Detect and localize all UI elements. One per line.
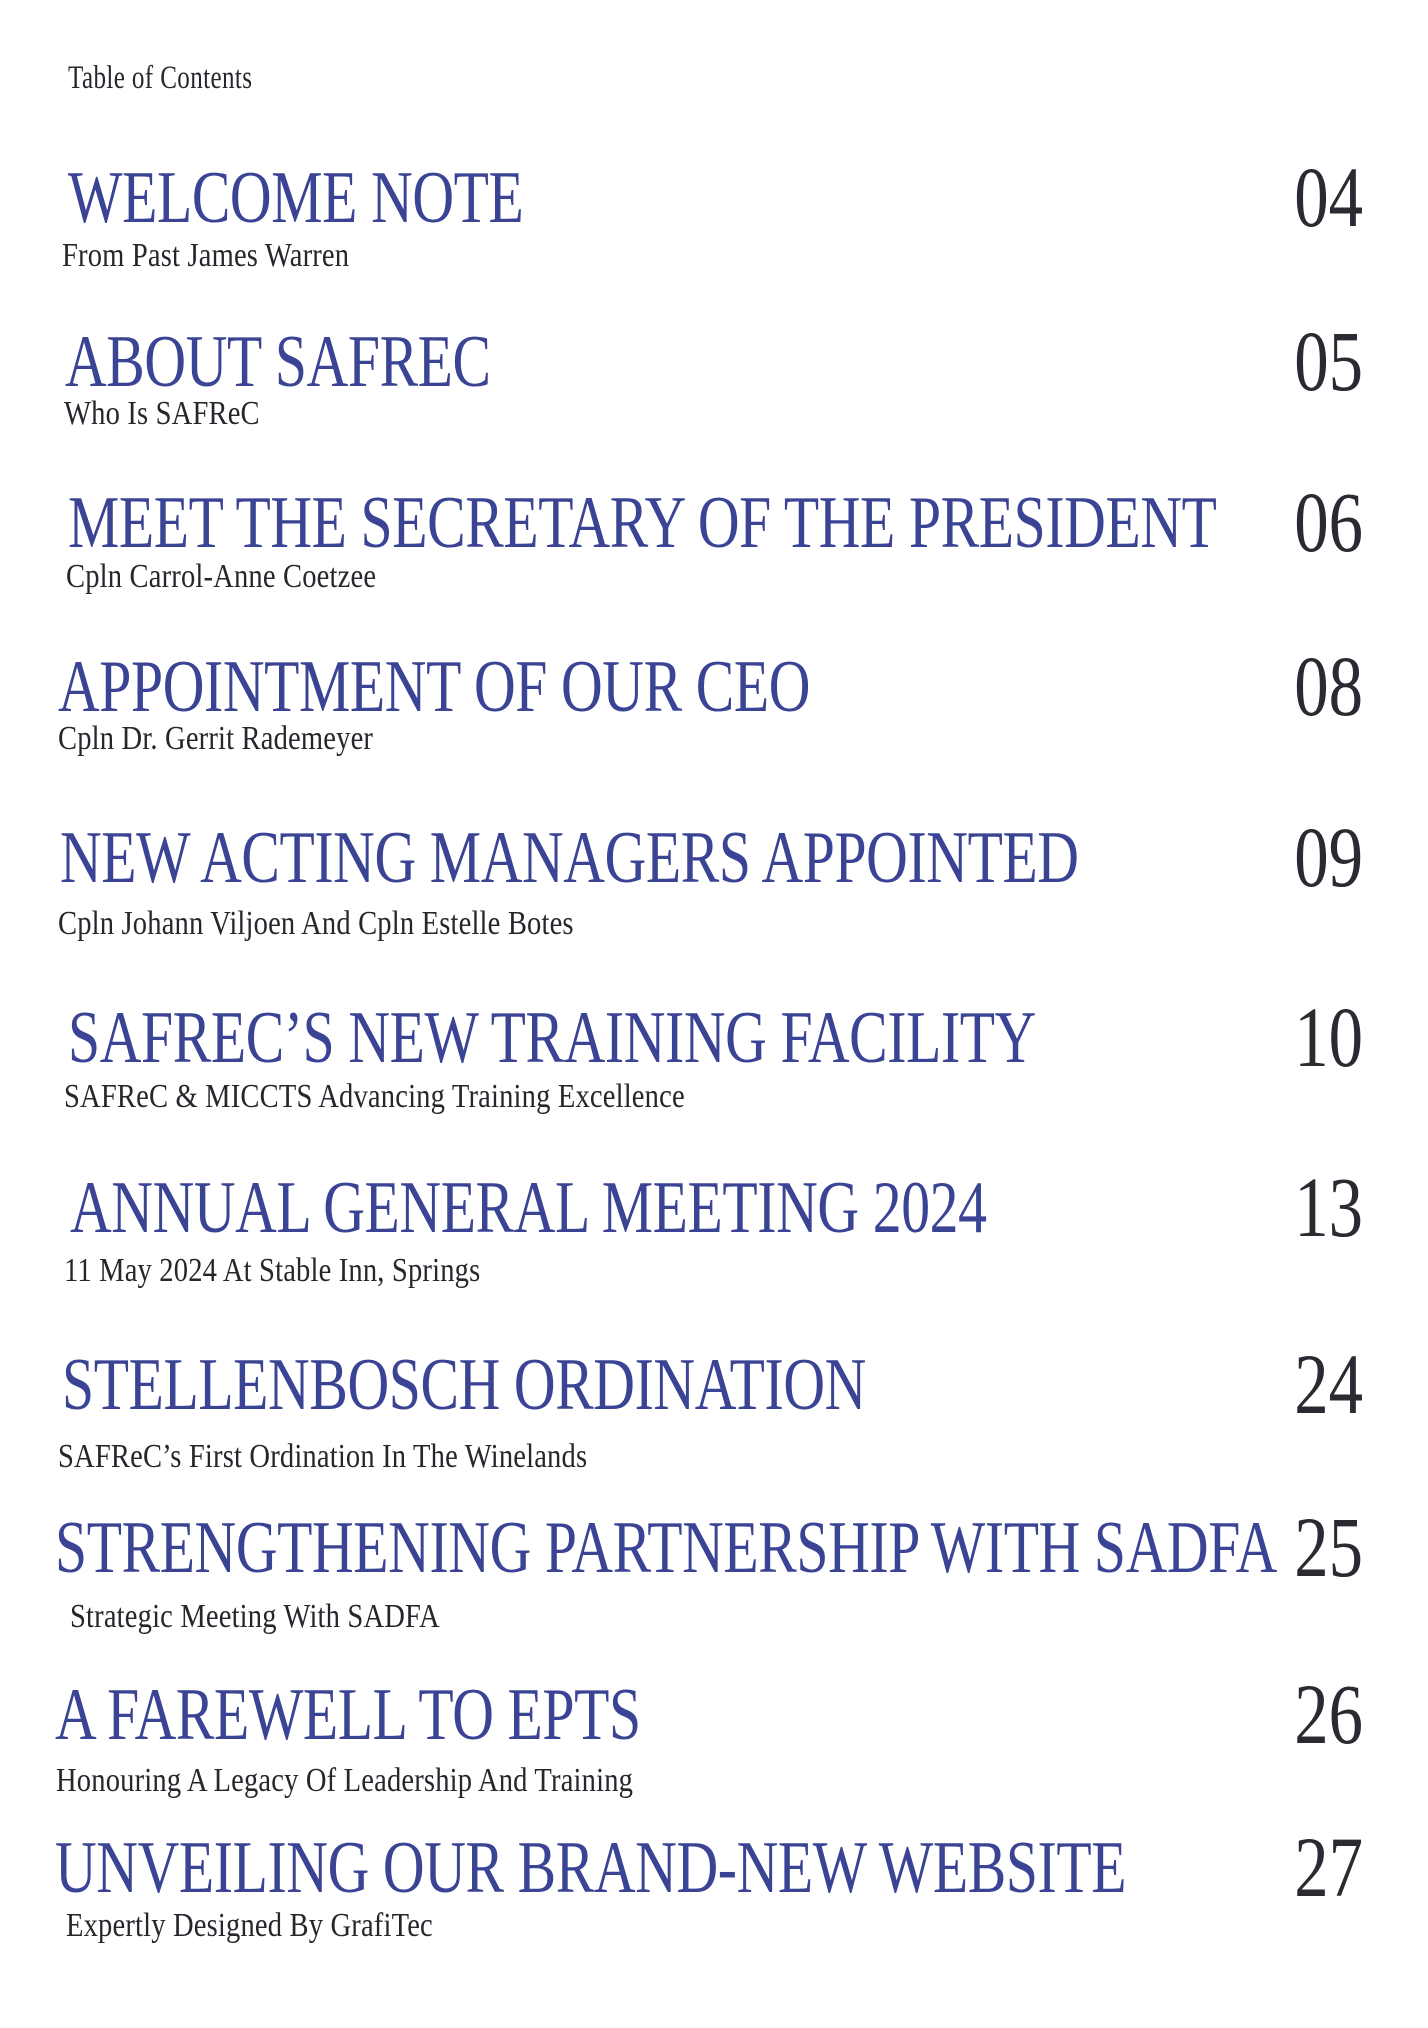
toc-entry-title: MEET THE SECRETARY OF THE PRESIDENT	[68, 482, 1217, 564]
toc-entry: APPOINTMENT OF OUR CEO Cpln Dr. Gerrit R…	[0, 643, 1428, 780]
toc-entry-subtitle: Cpln Dr. Gerrit Rademeyer	[58, 720, 374, 757]
toc-entry-title: A FAREWELL TO EPTS	[55, 1674, 641, 1756]
toc-entry: SAFREC’S NEW TRAINING FACILITY SAFReC & …	[0, 994, 1428, 1131]
toc-entry: WELCOME NOTE From Past James Warren 04	[0, 154, 1428, 291]
toc-entry-subtitle: From Past James Warren	[62, 237, 350, 274]
toc-entry-page-number: 05	[1294, 313, 1363, 409]
toc-entry-subtitle: Cpln Carrol-Anne Coetzee	[66, 558, 377, 595]
page-title: Table of Contents	[68, 60, 253, 96]
toc-entry-page-number: 24	[1294, 1336, 1363, 1432]
toc-entry: STELLENBOSCH ORDINATION SAFReC’s First O…	[0, 1341, 1428, 1478]
toc-entry-page-number: 13	[1294, 1159, 1363, 1255]
toc-entry: UNVEILING OUR BRAND-NEW WEBSITE Expertly…	[0, 1824, 1428, 1961]
toc-entry-subtitle: SAFReC’s First Ordination In The Winelan…	[58, 1438, 588, 1475]
toc-entry-title: SAFREC’S NEW TRAINING FACILITY	[68, 997, 1036, 1079]
toc-entry-subtitle: Honouring A Legacy Of Leadership And Tra…	[56, 1762, 634, 1799]
toc-entry-page-number: 25	[1294, 1499, 1363, 1595]
toc-entry: ANNUAL GENERAL MEETING 2024 11 May 2024 …	[0, 1164, 1428, 1301]
toc-entry-page-number: 09	[1294, 809, 1363, 905]
toc-entry-page-number: 04	[1294, 149, 1363, 245]
toc-entry-title: APPOINTMENT OF OUR CEO	[58, 646, 811, 728]
toc-entry-title: STRENGTHENING PARTNERSHIP WITH SADFA	[55, 1507, 1277, 1589]
toc-entry-subtitle: Cpln Johann Viljoen And Cpln Estelle Bot…	[58, 905, 574, 942]
toc-entry-page-number: 26	[1294, 1666, 1363, 1762]
toc-entry: MEET THE SECRETARY OF THE PRESIDENT Cpln…	[0, 479, 1428, 616]
toc-entry-subtitle: 11 May 2024 At Stable Inn, Springs	[64, 1252, 481, 1289]
toc-entry-subtitle: Who Is SAFReC	[64, 395, 260, 432]
toc-entry-subtitle: Expertly Designed By GrafiTec	[66, 1907, 433, 1944]
toc-entry-title: WELCOME NOTE	[68, 157, 524, 239]
toc-entry: STRENGTHENING PARTNERSHIP WITH SADFA Str…	[0, 1504, 1428, 1641]
toc-entry: NEW ACTING MANAGERS APPOINTED Cpln Johan…	[0, 814, 1428, 951]
toc-entry-page-number: 27	[1294, 1819, 1363, 1915]
toc-entry-title: STELLENBOSCH ORDINATION	[62, 1344, 866, 1426]
toc-entry-page-number: 08	[1294, 638, 1363, 734]
toc-entry: ABOUT SAFREC Who Is SAFReC 05	[0, 318, 1428, 455]
toc-entry-title: NEW ACTING MANAGERS APPOINTED	[60, 817, 1079, 899]
toc-entry-subtitle: Strategic Meeting With SADFA	[70, 1598, 440, 1635]
toc-entry: A FAREWELL TO EPTS Honouring A Legacy Of…	[0, 1671, 1428, 1808]
toc-entry-page-number: 10	[1294, 989, 1363, 1085]
toc-entry-subtitle: SAFReC & MICCTS Advancing Training Excel…	[64, 1078, 685, 1115]
toc-entry-title: UNVEILING OUR BRAND-NEW WEBSITE	[55, 1827, 1127, 1909]
toc-entry-page-number: 06	[1294, 474, 1363, 570]
toc-entry-title: ANNUAL GENERAL MEETING 2024	[70, 1167, 987, 1249]
toc-entry-title: ABOUT SAFREC	[65, 321, 491, 403]
